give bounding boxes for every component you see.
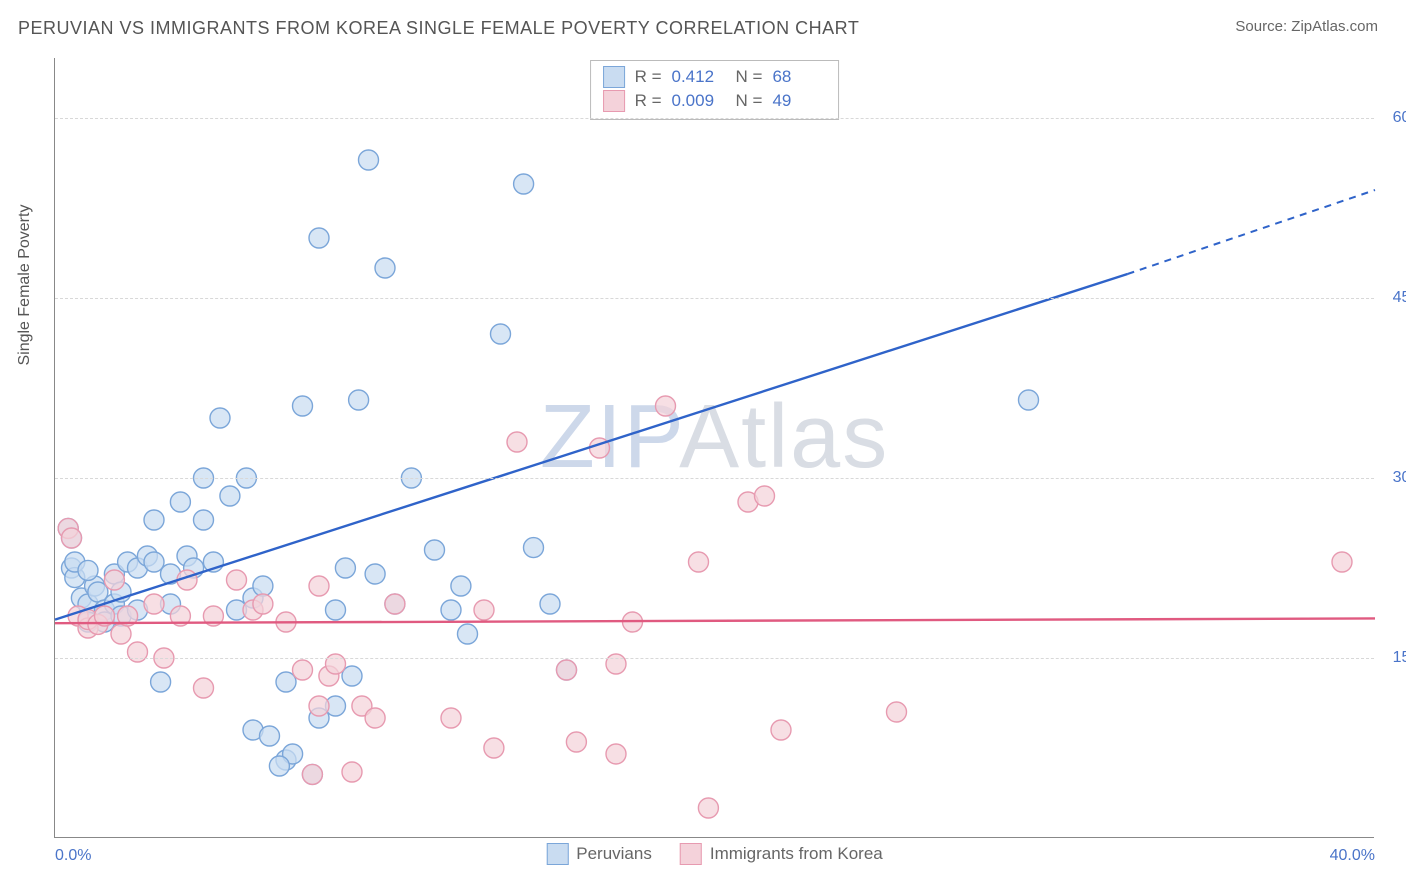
x-tick-label: 40.0% xyxy=(1330,847,1375,865)
scatter-point xyxy=(755,486,775,506)
scatter-point xyxy=(484,738,504,758)
bottom-legend: Peruvians Immigrants from Korea xyxy=(546,843,883,865)
scatter-point xyxy=(1332,552,1352,572)
scatter-point xyxy=(104,570,124,590)
y-tick-label: 15.0% xyxy=(1382,649,1406,667)
gridline xyxy=(55,478,1374,479)
scatter-point xyxy=(771,720,791,740)
scatter-point xyxy=(474,600,494,620)
scatter-point xyxy=(566,732,586,752)
legend-swatch-korea xyxy=(680,843,702,865)
legend-label-korea: Immigrants from Korea xyxy=(710,844,883,864)
scatter-point xyxy=(194,678,214,698)
scatter-point xyxy=(309,696,329,716)
scatter-point xyxy=(309,228,329,248)
legend-item-korea: Immigrants from Korea xyxy=(680,843,883,865)
y-axis-label: Single Female Poverty xyxy=(16,205,34,366)
scatter-point xyxy=(451,576,471,596)
scatter-point xyxy=(606,744,626,764)
scatter-point xyxy=(253,594,273,614)
y-tick-label: 45.0% xyxy=(1382,289,1406,307)
scatter-point xyxy=(78,560,98,580)
scatter-point xyxy=(293,396,313,416)
legend-swatch-peruvians xyxy=(546,843,568,865)
scatter-point xyxy=(656,396,676,416)
scatter-point xyxy=(62,528,82,548)
scatter-point xyxy=(698,798,718,818)
scatter-point xyxy=(111,624,131,644)
legend-item-peruvians: Peruvians xyxy=(546,843,652,865)
gridline xyxy=(55,658,1374,659)
gridline xyxy=(55,298,1374,299)
gridline xyxy=(55,118,1374,119)
scatter-point xyxy=(276,672,296,692)
scatter-point xyxy=(144,594,164,614)
scatter-point xyxy=(540,594,560,614)
chart-title: PERUVIAN VS IMMIGRANTS FROM KOREA SINGLE… xyxy=(18,18,859,39)
scatter-point xyxy=(557,660,577,680)
scatter-point xyxy=(342,762,362,782)
scatter-point xyxy=(194,510,214,530)
scatter-point xyxy=(1019,390,1039,410)
scatter-point xyxy=(335,558,355,578)
scatter-svg xyxy=(55,58,1374,837)
scatter-point xyxy=(227,570,247,590)
scatter-point xyxy=(507,432,527,452)
legend-label-peruvians: Peruvians xyxy=(576,844,652,864)
scatter-point xyxy=(458,624,478,644)
scatter-point xyxy=(253,576,273,596)
scatter-point xyxy=(359,150,379,170)
scatter-point xyxy=(385,594,405,614)
scatter-point xyxy=(326,654,346,674)
source-attribution: Source: ZipAtlas.com xyxy=(1235,18,1378,35)
trend-line xyxy=(55,274,1128,620)
source-link[interactable]: ZipAtlas.com xyxy=(1291,18,1378,35)
scatter-point xyxy=(210,408,230,428)
scatter-point xyxy=(349,390,369,410)
scatter-point xyxy=(128,642,148,662)
trend-line-extrapolated xyxy=(1128,190,1376,274)
scatter-point xyxy=(144,552,164,572)
scatter-point xyxy=(309,576,329,596)
x-tick-label: 0.0% xyxy=(55,847,91,865)
plot-area: ZIPAtlas R = 0.412 N = 68 R = 0.009 N = … xyxy=(54,58,1374,838)
scatter-point xyxy=(342,666,362,686)
scatter-point xyxy=(220,486,240,506)
scatter-point xyxy=(269,756,289,776)
scatter-point xyxy=(441,708,461,728)
y-tick-label: 60.0% xyxy=(1382,109,1406,127)
scatter-point xyxy=(524,538,544,558)
source-prefix: Source: xyxy=(1235,18,1291,35)
scatter-point xyxy=(144,510,164,530)
scatter-point xyxy=(425,540,445,560)
scatter-point xyxy=(689,552,709,572)
scatter-point xyxy=(365,564,385,584)
scatter-point xyxy=(441,600,461,620)
scatter-point xyxy=(170,492,190,512)
scatter-point xyxy=(514,174,534,194)
scatter-point xyxy=(375,258,395,278)
scatter-point xyxy=(302,764,322,784)
scatter-point xyxy=(606,654,626,674)
y-tick-label: 30.0% xyxy=(1382,469,1406,487)
scatter-point xyxy=(491,324,511,344)
scatter-point xyxy=(293,660,313,680)
scatter-point xyxy=(260,726,280,746)
scatter-point xyxy=(365,708,385,728)
scatter-point xyxy=(887,702,907,722)
scatter-point xyxy=(88,582,108,602)
scatter-point xyxy=(151,672,171,692)
scatter-point xyxy=(326,600,346,620)
